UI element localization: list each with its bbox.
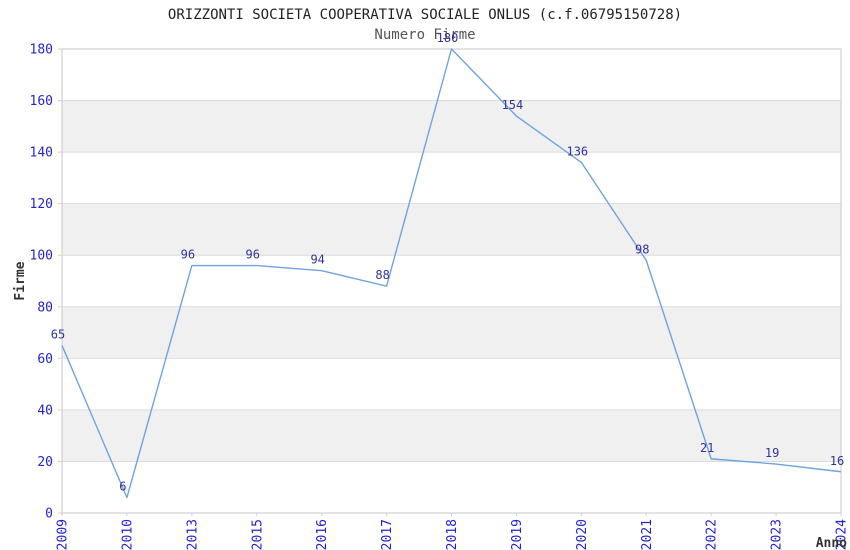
series-line — [61, 48, 842, 499]
x-tick-label: 2015 — [250, 519, 265, 550]
x-tick-label: 2022 — [705, 519, 720, 550]
y-tick-label: 40 — [37, 403, 53, 418]
x-tick-label: 2024 — [835, 519, 850, 550]
y-axis-label: Firme — [13, 261, 28, 300]
y-tick-label: 0 — [45, 507, 53, 522]
data-point-label: 19 — [765, 446, 779, 460]
x-tick-label: 2009 — [56, 519, 71, 550]
chart-title: ORIZZONTI SOCIETA COOPERATIVA SOCIALE ON… — [167, 7, 683, 23]
data-point-label: 21 — [700, 441, 714, 455]
data-point-label: 65 — [51, 327, 65, 341]
data-point-label: 6 — [119, 480, 126, 494]
data-point-label: 96 — [181, 248, 195, 262]
x-tick-label: 2020 — [575, 519, 590, 550]
y-tick-label: 160 — [30, 94, 53, 109]
x-tick-label: 2016 — [315, 519, 330, 550]
data-point-label: 180 — [437, 31, 459, 45]
y-tick-label: 20 — [37, 455, 53, 470]
data-point-label: 16 — [830, 454, 844, 468]
plot-band — [62, 203, 841, 256]
y-tick-label: 180 — [30, 43, 53, 58]
x-tick-label: 2023 — [770, 519, 785, 550]
y-tick-label: 140 — [30, 146, 53, 161]
data-point-label: 98 — [635, 242, 649, 256]
y-tick-label: 80 — [37, 300, 53, 315]
x-tick-label: 2017 — [380, 519, 395, 550]
x-tick-label: 2010 — [120, 519, 135, 550]
data-point-label: 154 — [502, 98, 524, 112]
y-tick-label: 100 — [30, 249, 53, 264]
plot-band — [62, 306, 841, 359]
y-tick-label: 120 — [30, 197, 53, 212]
x-tick-label: 2021 — [640, 519, 655, 550]
y-tick-label: 60 — [37, 352, 53, 367]
x-tick-label: 2019 — [510, 519, 525, 550]
data-point-label: 94 — [310, 253, 324, 267]
plot-band — [62, 409, 841, 462]
x-tick-label: 2018 — [445, 519, 460, 550]
x-tick-label: 2013 — [185, 519, 200, 550]
data-point-label: 96 — [246, 248, 260, 262]
data-point-label: 88 — [375, 268, 389, 282]
chart-subtitle: Numero Firme — [374, 27, 476, 43]
plot-band — [62, 100, 841, 153]
x-axis-label: Anno — [816, 536, 847, 550]
data-point-label: 136 — [566, 144, 588, 158]
